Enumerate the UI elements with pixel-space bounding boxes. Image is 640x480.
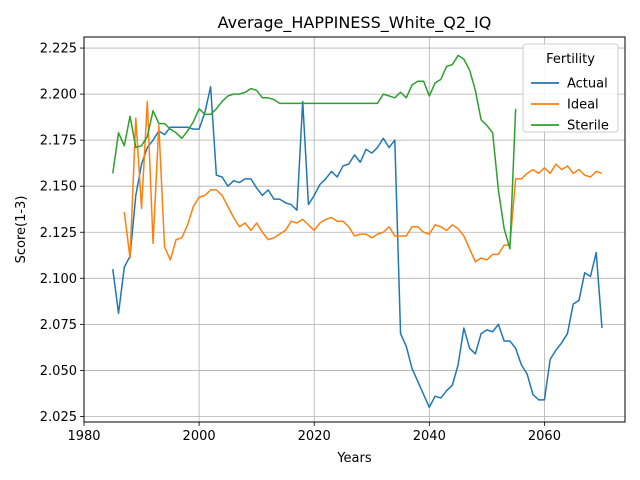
series-line-actual [112,85,603,409]
legend-box [522,43,619,133]
series-layer [112,54,603,409]
legend: Fertility Actual Ideal Sterile [522,43,619,134]
y-tick-label: 2.100 [40,272,77,287]
legend-label-ideal: Ideal [567,98,599,113]
x-tick-label: 2000 [183,429,216,444]
x-tick-label: 2060 [528,429,561,444]
y-axis-title: Score(1-3) [14,196,29,264]
legend-label-actual: Actual [567,77,608,92]
y-tick-label: 2.050 [40,364,77,379]
y-tick-label: 2.125 [40,226,77,241]
legend-title: Fertility [546,52,595,67]
plot-frame [83,36,626,423]
y-tick-label: 2.025 [40,410,77,425]
x-tick-label: 2040 [413,429,446,444]
series-line-ideal [123,100,603,263]
y-axis: 2.025 2.050 2.075 2.100 2.125 2.150 2.175 2.200… [40,42,84,425]
x-axis-title: Years [336,451,372,466]
y-tick-label: 2.175 [40,134,77,149]
x-tick-label: 1980 [67,429,100,444]
x-axis: 1980 2000 2020 2040 2060 [67,422,561,444]
y-tick-label: 2.150 [40,180,77,195]
chart-title: Average_HAPPINESS_White_Q2_IQ [218,13,492,33]
series-line-sterile [112,54,517,250]
y-tick-label: 2.200 [40,88,77,103]
y-tick-label: 2.225 [40,42,77,57]
legend-label-sterile: Sterile [567,119,609,134]
x-tick-label: 2020 [298,429,331,444]
y-tick-label: 2.075 [40,318,77,333]
